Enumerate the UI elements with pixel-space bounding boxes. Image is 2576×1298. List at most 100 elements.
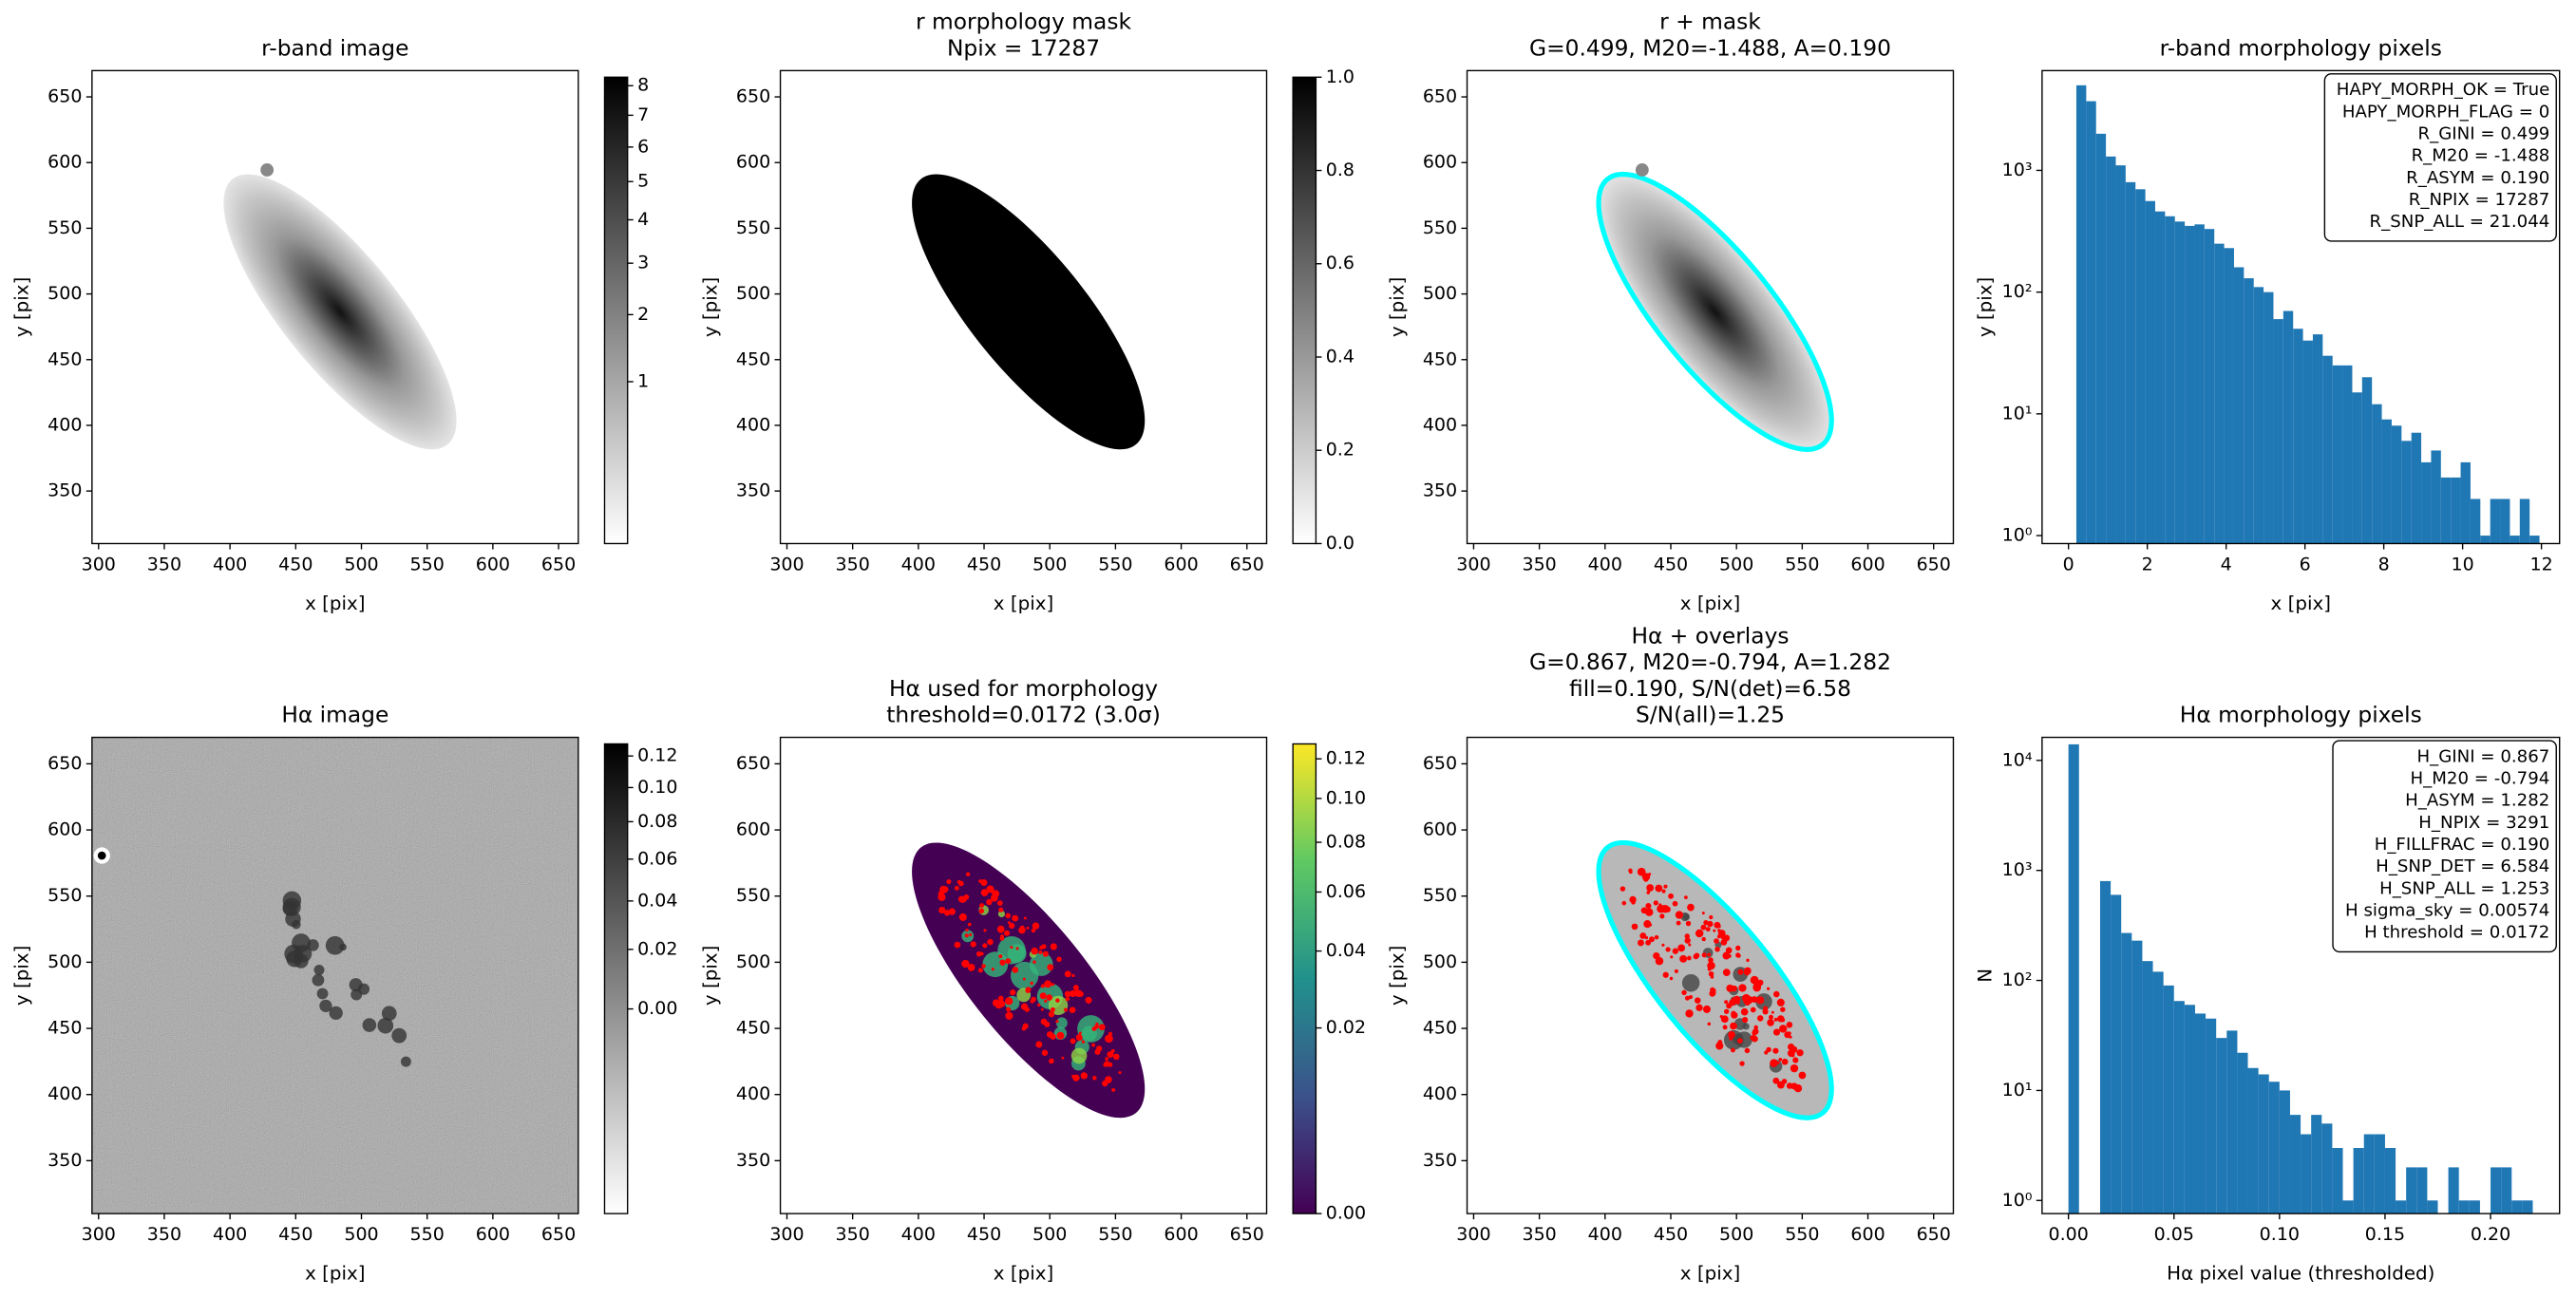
axes-frame	[1466, 736, 1955, 1214]
stats-line: R_ASYM = 0.190	[2406, 168, 2549, 188]
overlay-dot	[1750, 975, 1759, 985]
overlay-dot	[1701, 936, 1706, 942]
overlay-dot	[1684, 995, 1690, 1001]
overlay-dot	[1731, 1047, 1735, 1053]
overlay-dot	[996, 900, 1003, 906]
colorbar-tick-label: 0.4	[1326, 346, 1354, 367]
y-axis-label: y [pix]	[699, 277, 721, 337]
hist-bar	[2253, 287, 2264, 544]
blob	[350, 988, 363, 1001]
overlay-dot	[1004, 930, 1011, 936]
overlay-dot	[986, 898, 993, 906]
y-tick-label: 350	[736, 480, 770, 501]
overlay-dot	[1772, 1077, 1780, 1084]
x-tick-label: 350	[836, 554, 870, 574]
x-tick-label: 650	[1917, 554, 1951, 574]
overlay-dot	[987, 938, 994, 946]
overlay-dot	[1676, 920, 1681, 926]
y-tick-label: 400	[736, 1083, 770, 1104]
overlay-dot	[1660, 904, 1670, 913]
overlay-dot	[1040, 984, 1045, 988]
overlay-dot	[965, 928, 969, 932]
overlay-dot	[1064, 970, 1071, 978]
y-tick-label: 500	[47, 951, 82, 972]
overlay-dot	[1663, 884, 1668, 889]
overlay-dot	[1631, 900, 1636, 905]
plot-area	[2068, 743, 2533, 1214]
overlay-dot	[1707, 920, 1714, 928]
y-tick-label: 10²	[2002, 969, 2033, 990]
hist-bar	[2204, 229, 2215, 544]
y-tick-label: 650	[47, 753, 82, 774]
overlay-dot	[1672, 948, 1678, 954]
overlay-dot	[1030, 981, 1033, 986]
overlay-dot	[1701, 952, 1707, 958]
x-axis-label: x [pix]	[305, 593, 366, 614]
overlay-dot	[1055, 1020, 1059, 1024]
overlay-dot	[1770, 1059, 1778, 1067]
overlay-dot	[1798, 1071, 1807, 1080]
overlay-dot	[1766, 1046, 1771, 1053]
stats-line: R_SNP_ALL = 21.044	[2370, 212, 2550, 232]
hist-bar	[2372, 404, 2382, 544]
blob	[313, 965, 325, 976]
overlay-dot	[1735, 1000, 1740, 1005]
overlay-dot	[1665, 947, 1671, 952]
overlay-dot	[1767, 1019, 1774, 1026]
overlay-dot	[1686, 955, 1692, 961]
overlay-dot	[1091, 1043, 1096, 1047]
overlay-dot	[1779, 1025, 1788, 1033]
overlay-dot	[957, 879, 961, 884]
x-axis-label: x [pix]	[2271, 593, 2332, 614]
y-tick-label: 10¹	[2002, 403, 2033, 423]
axes-frame	[2041, 736, 2561, 1214]
x-tick-label: 0.15	[2365, 1224, 2405, 1245]
hist-bar	[2293, 329, 2303, 544]
overlay-dot	[1724, 1008, 1730, 1014]
overlay-dot	[1044, 980, 1052, 988]
y-tick-label: 650	[736, 753, 770, 774]
panel-title: r morphology mask	[916, 9, 1131, 35]
hist-bar	[2352, 392, 2362, 544]
overlay-dot	[1654, 934, 1659, 940]
overlay-dot	[1711, 990, 1716, 996]
x-tick-label: 600	[1164, 1224, 1198, 1245]
x-axis-label: x [pix]	[1680, 593, 1741, 614]
overlay-dot	[1031, 996, 1036, 1003]
x-axis-label: Hα pixel value (thresholded)	[2167, 1263, 2434, 1285]
hist-bar	[2135, 189, 2146, 544]
panel-title: threshold=0.0172 (3.0σ)	[886, 702, 1161, 728]
overlay-dot	[1757, 1000, 1762, 1004]
x-tick-label: 0.10	[2260, 1224, 2300, 1245]
hist-bar	[2152, 971, 2164, 1214]
panel: r-band morphology pixels 0 2 4 6 8 10 12 10⁰ 10¹ 1…	[1975, 34, 2561, 614]
overlay-dot	[981, 964, 986, 969]
hist-bar	[2095, 133, 2107, 544]
plot-area	[91, 737, 578, 1214]
x-tick-label: 300	[1456, 1224, 1490, 1245]
y-tick-label: 350	[1423, 480, 1457, 501]
overlay-dot	[1773, 1017, 1778, 1022]
hist-bar	[2289, 1115, 2301, 1214]
overlay-dot	[1039, 992, 1047, 1000]
overlay-dot	[1722, 1025, 1728, 1030]
overlay-dot	[969, 932, 973, 936]
overlay-dot	[1724, 1000, 1729, 1005]
overlay-dot	[1796, 1049, 1804, 1057]
overlay-dot	[1022, 1023, 1029, 1029]
hist-bar	[2332, 365, 2343, 544]
overlay-dot	[1005, 912, 1011, 919]
overlay-dot	[1708, 970, 1714, 977]
hist-bar	[2406, 1167, 2417, 1214]
colorbar-tick-label: 0.10	[637, 777, 677, 798]
overlay-dot	[1006, 1006, 1012, 1012]
panel: Hα morphology pixels 0.00 0.05 0.10 0.15 0.20…	[1975, 702, 2561, 1285]
y-tick-label: 10⁰	[2002, 525, 2033, 546]
y-tick-label: 500	[1423, 951, 1457, 972]
colorbar-tick-label: 0.04	[637, 890, 677, 911]
overlay-dot	[1103, 1063, 1108, 1067]
overlay-dot	[1645, 903, 1652, 910]
blob	[1055, 1017, 1068, 1029]
colorbar-tick-label: 0.00	[1326, 1203, 1366, 1224]
stats-line: H_SNP_DET = 6.584	[2376, 856, 2549, 876]
